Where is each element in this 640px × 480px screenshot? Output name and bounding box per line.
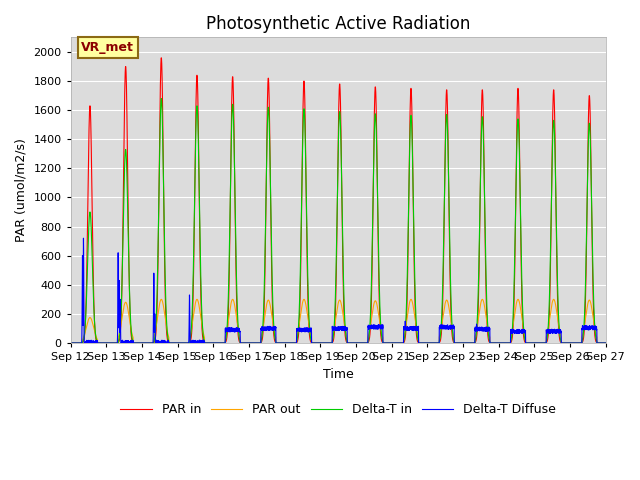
Delta-T in bbox=[458, 340, 466, 346]
PAR in bbox=[601, 340, 609, 346]
PAR out bbox=[602, 340, 609, 346]
PAR out bbox=[458, 340, 466, 346]
PAR in bbox=[602, 340, 609, 346]
Delta-T in bbox=[601, 340, 609, 346]
Delta-T in bbox=[67, 340, 74, 346]
X-axis label: Time: Time bbox=[323, 368, 353, 381]
Delta-T in bbox=[318, 340, 326, 346]
PAR out bbox=[601, 340, 609, 346]
PAR out bbox=[157, 297, 165, 302]
Line: PAR in: PAR in bbox=[70, 58, 605, 343]
Delta-T in bbox=[429, 340, 436, 346]
Y-axis label: PAR (umol/m2/s): PAR (umol/m2/s) bbox=[15, 138, 28, 242]
Delta-T Diffuse bbox=[79, 235, 87, 241]
PAR out bbox=[318, 340, 326, 346]
Delta-T in bbox=[163, 325, 171, 331]
Delta-T Diffuse bbox=[429, 340, 436, 346]
Line: Delta-T Diffuse: Delta-T Diffuse bbox=[70, 238, 605, 343]
Legend: PAR in, PAR out, Delta-T in, Delta-T Diffuse: PAR in, PAR out, Delta-T in, Delta-T Dif… bbox=[115, 398, 561, 421]
Text: VR_met: VR_met bbox=[81, 41, 134, 54]
PAR out bbox=[67, 340, 74, 346]
PAR in bbox=[157, 55, 165, 60]
Delta-T Diffuse bbox=[318, 340, 326, 346]
Delta-T Diffuse bbox=[602, 340, 609, 346]
Delta-T in bbox=[488, 340, 496, 346]
Delta-T Diffuse bbox=[67, 340, 74, 346]
Delta-T Diffuse bbox=[488, 340, 496, 346]
Delta-T Diffuse bbox=[601, 340, 609, 346]
PAR in bbox=[67, 340, 74, 346]
PAR out bbox=[429, 340, 436, 346]
Line: Delta-T in: Delta-T in bbox=[70, 98, 605, 343]
Delta-T Diffuse bbox=[163, 340, 171, 346]
PAR out bbox=[488, 340, 496, 346]
PAR out bbox=[163, 326, 171, 332]
PAR in bbox=[318, 340, 326, 346]
PAR in bbox=[458, 340, 466, 346]
PAR in bbox=[488, 340, 496, 346]
PAR in bbox=[429, 340, 436, 346]
Delta-T in bbox=[157, 96, 165, 101]
Line: PAR out: PAR out bbox=[70, 300, 605, 343]
Delta-T Diffuse bbox=[458, 340, 466, 346]
Title: Photosynthetic Active Radiation: Photosynthetic Active Radiation bbox=[206, 15, 470, 33]
Delta-T in bbox=[602, 340, 609, 346]
PAR in bbox=[163, 333, 171, 339]
